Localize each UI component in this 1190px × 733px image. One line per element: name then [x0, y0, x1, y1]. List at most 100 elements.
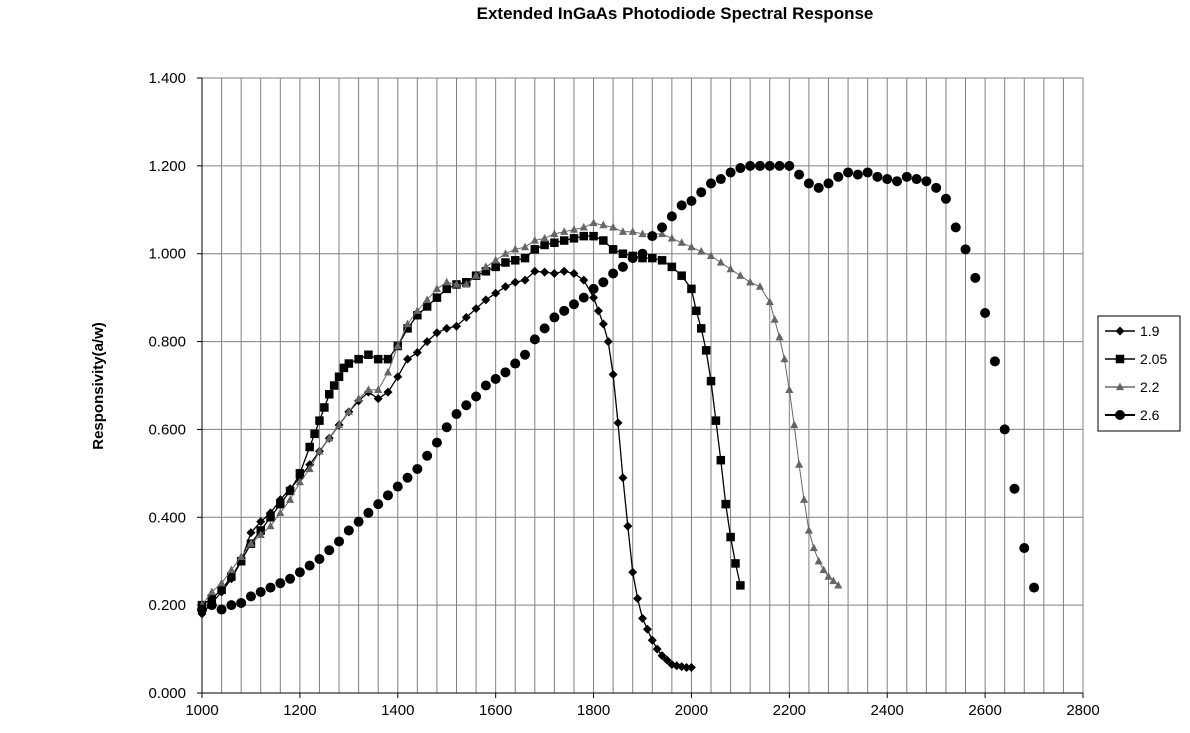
- x-tick-label: 2800: [1066, 702, 1099, 719]
- data-point-square: [403, 324, 412, 333]
- data-point-square: [310, 429, 319, 439]
- data-point-circle: [490, 373, 501, 384]
- data-point-square: [569, 234, 579, 243]
- data-point-square: [648, 253, 657, 263]
- data-point-circle: [764, 160, 775, 171]
- data-point-square: [667, 262, 677, 272]
- data-point-triangle: [423, 295, 432, 303]
- data-point-triangle: [334, 420, 344, 429]
- data-point-circle: [725, 167, 736, 178]
- data-point-square: [276, 499, 285, 509]
- data-point-triangle: [667, 233, 676, 242]
- legend-box: [1097, 315, 1181, 432]
- data-point-circle: [1019, 543, 1030, 554]
- data-point-triangle: [819, 565, 828, 574]
- data-point-circle: [285, 573, 296, 584]
- data-point-circle: [402, 472, 413, 483]
- data-point-square: [339, 363, 349, 373]
- data-point-circle: [314, 554, 325, 565]
- series-line: [201, 222, 839, 606]
- data-point-triangle: [834, 580, 843, 589]
- data-point-square: [696, 324, 706, 333]
- series-2-2: [197, 218, 843, 609]
- data-point-circle: [706, 178, 717, 189]
- data-point-triangle: [413, 306, 422, 314]
- data-point-square: [354, 354, 363, 364]
- data-point-triangle: [432, 284, 441, 293]
- data-point-triangle: [609, 222, 618, 231]
- data-point-square: [373, 354, 383, 364]
- data-point-circle: [715, 174, 726, 185]
- data-point-circle: [813, 182, 824, 193]
- data-point-circle: [549, 312, 560, 323]
- legend-label: 2.2: [1140, 379, 1160, 395]
- data-point-triangle: [775, 332, 784, 341]
- data-point-triangle: [824, 572, 833, 580]
- data-point-triangle: [256, 530, 265, 539]
- legend-label: 2.05: [1140, 351, 1167, 367]
- data-point-square: [726, 532, 735, 542]
- data-point-circle: [901, 171, 912, 182]
- data-point-circle: [461, 400, 472, 411]
- x-tick-label: 1200: [283, 702, 316, 719]
- data-point-circle: [471, 391, 482, 402]
- data-point-diamond: [471, 304, 481, 314]
- data-point-circle: [892, 176, 903, 187]
- data-point-square: [285, 486, 295, 496]
- data-point-triangle: [589, 218, 598, 227]
- data-point-diamond: [647, 635, 657, 645]
- data-point-triangle: [785, 385, 794, 394]
- data-point-diamond: [393, 372, 403, 382]
- data-point-triangle: [276, 508, 285, 517]
- data-point-circle: [294, 567, 305, 578]
- legend-label: 1.9: [1140, 323, 1160, 339]
- data-point-triangle: [790, 420, 799, 429]
- data-point-circle: [921, 176, 932, 187]
- data-point-triangle: [354, 394, 363, 402]
- data-point-triangle: [325, 433, 334, 442]
- data-point-circle: [1115, 410, 1125, 420]
- data-point-diamond: [589, 293, 599, 303]
- data-point-circle: [422, 450, 433, 461]
- data-point-circle: [382, 490, 393, 501]
- data-point-circle: [735, 163, 746, 174]
- y-axis-label: Responsivity(a/w): [90, 322, 107, 450]
- data-point-triangle: [266, 521, 275, 530]
- data-point-circle: [236, 597, 247, 608]
- y-tick-label: 0.000: [148, 685, 186, 702]
- data-point-circle: [843, 167, 854, 178]
- data-point-triangle: [452, 279, 461, 288]
- data-point-diamond: [373, 394, 383, 404]
- data-point-circle: [627, 253, 638, 264]
- data-point-circle: [676, 200, 687, 211]
- data-point-triangle: [383, 367, 393, 376]
- data-point-square: [320, 403, 329, 412]
- data-point-circle: [480, 380, 491, 391]
- data-point-triangle: [472, 271, 481, 279]
- data-point-square: [589, 231, 598, 241]
- data-point-circle: [392, 481, 403, 492]
- data-point-diamond: [598, 319, 608, 329]
- data-point-circle: [568, 299, 579, 310]
- series-group: [197, 160, 1040, 673]
- x-tick-label: 1600: [479, 702, 512, 719]
- data-point-circle: [245, 591, 256, 602]
- data-point-square: [325, 390, 334, 399]
- data-point-diamond: [608, 370, 618, 380]
- legend: 1.9 2.05 2.2 2.6: [1097, 315, 1181, 432]
- data-point-triangle: [799, 495, 809, 503]
- data-point-circle: [1029, 582, 1040, 593]
- data-point-circle: [255, 586, 266, 597]
- data-point-square: [364, 350, 373, 359]
- y-tick-label: 1.400: [148, 70, 186, 87]
- data-point-triangle: [716, 258, 725, 266]
- data-point-triangle: [814, 556, 823, 565]
- data-point-square: [716, 455, 726, 465]
- series-1-9: [197, 266, 696, 673]
- data-point-circle: [608, 268, 619, 279]
- data-point-circle: [412, 463, 423, 474]
- data-point-circle: [324, 545, 335, 556]
- data-point-diamond: [623, 521, 633, 531]
- data-point-circle: [588, 283, 599, 294]
- data-point-circle: [510, 358, 521, 369]
